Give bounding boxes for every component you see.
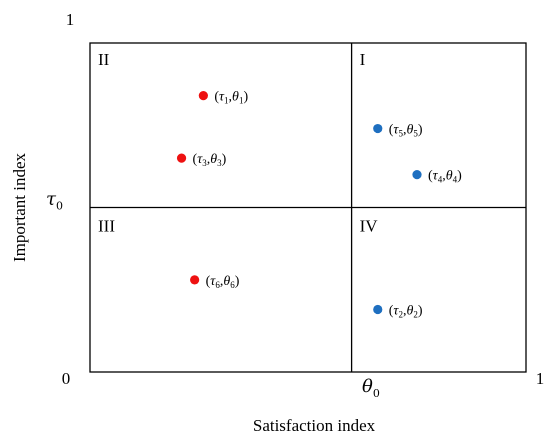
point-label-2: (τ3,θ3) bbox=[193, 152, 227, 168]
origin-tick-label: 0 bbox=[62, 369, 71, 388]
data-point-3 bbox=[190, 275, 200, 285]
data-point-4 bbox=[373, 123, 383, 134]
quadrant-label-i: I bbox=[360, 50, 366, 69]
y-axis-title: Important index bbox=[10, 152, 29, 262]
y-threshold-tick-label: τ0 bbox=[46, 189, 63, 213]
point-label-5: (τ4,θ4) bbox=[428, 169, 462, 185]
point-label-3: (τ6,θ6) bbox=[206, 274, 240, 290]
x-axis-title: Satisfaction index bbox=[253, 416, 376, 435]
quadrant-label-iii: III bbox=[98, 217, 115, 236]
x-threshold-tick-label: θ0 bbox=[362, 376, 380, 400]
point-label-6: (τ2,θ2) bbox=[389, 303, 423, 319]
data-point-1 bbox=[198, 91, 208, 101]
point-label-1: (τ1,θ1) bbox=[214, 90, 248, 106]
x-max-tick-label: 1 bbox=[536, 369, 545, 388]
quadrant-label-ii: II bbox=[98, 50, 110, 69]
point-label-4: (τ5,θ5) bbox=[389, 123, 423, 139]
y-max-tick-label: 1 bbox=[66, 10, 75, 29]
data-point-5 bbox=[412, 170, 422, 180]
quadrant-label-iv: IV bbox=[360, 217, 379, 236]
data-point-6 bbox=[373, 304, 383, 315]
data-point-2 bbox=[176, 153, 187, 163]
